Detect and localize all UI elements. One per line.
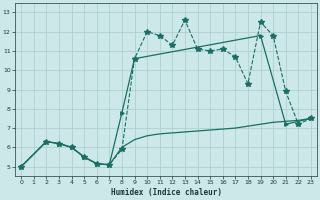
X-axis label: Humidex (Indice chaleur): Humidex (Indice chaleur) — [110, 188, 221, 197]
